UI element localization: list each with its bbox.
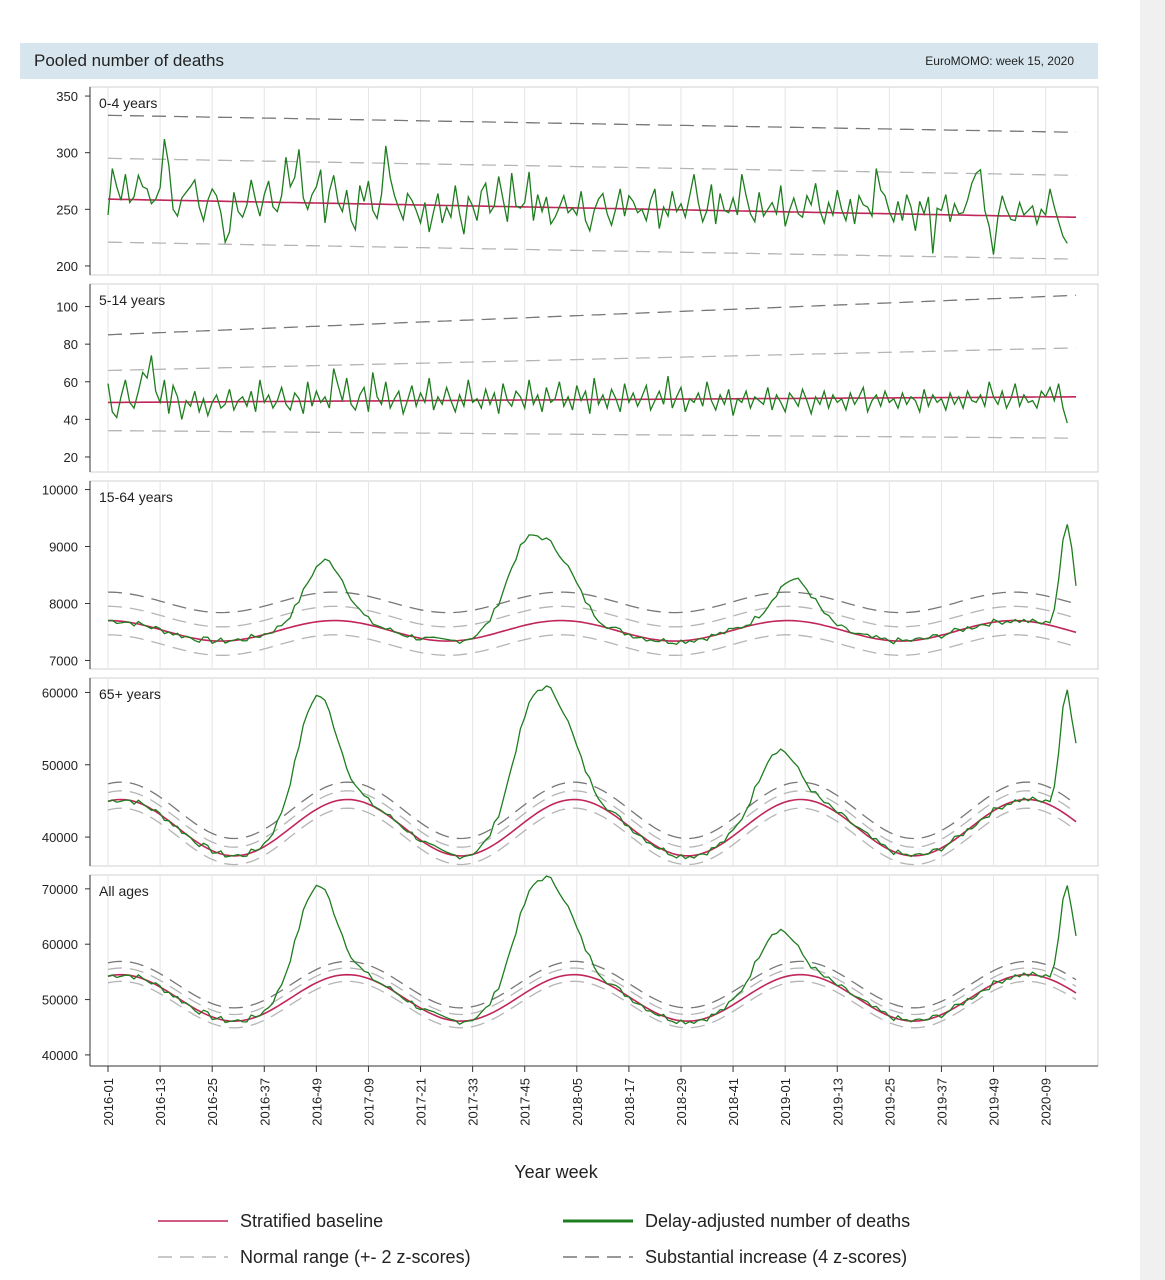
legend-label-substantial: Substantial increase (4 z-scores) bbox=[645, 1247, 907, 1267]
x-tick-label: 2018-41 bbox=[726, 1078, 741, 1126]
normal-range-line bbox=[107, 807, 1077, 866]
legend-label-normal: Normal range (+- 2 z-scores) bbox=[240, 1247, 471, 1267]
chart-title: Pooled number of deaths bbox=[34, 51, 224, 70]
panel-frame bbox=[89, 874, 1099, 1067]
y-tick-label: 200 bbox=[56, 259, 78, 274]
chart-header: Pooled number of deaths EuroMOMO: week 1… bbox=[20, 43, 1098, 79]
panel-label: 5-14 years bbox=[99, 292, 165, 308]
x-tick-label: 2016-37 bbox=[257, 1078, 272, 1126]
baseline-line bbox=[107, 198, 1076, 218]
deaths-line bbox=[107, 355, 1068, 424]
x-tick-label: 2019-01 bbox=[778, 1078, 793, 1126]
x-tick-label: 2017-45 bbox=[518, 1078, 533, 1126]
panel-label: 15-64 years bbox=[99, 489, 173, 505]
y-tick-label: 60000 bbox=[42, 685, 78, 700]
substantial-line bbox=[107, 960, 1077, 1009]
deaths-line bbox=[107, 138, 1068, 255]
y-tick-label: 50000 bbox=[42, 758, 78, 773]
deaths-line bbox=[107, 524, 1077, 646]
x-tick-label: 2018-05 bbox=[570, 1078, 585, 1126]
substantial-line bbox=[107, 114, 1077, 133]
baseline-line bbox=[107, 973, 1077, 1023]
normal-range-line bbox=[107, 790, 1077, 848]
normal-range-line bbox=[108, 241, 1076, 260]
x-tick-label: 2017-21 bbox=[414, 1078, 429, 1126]
y-tick-label: 7000 bbox=[49, 653, 78, 668]
panel-frame bbox=[89, 677, 1099, 867]
x-tick-label: 2016-25 bbox=[205, 1078, 220, 1126]
x-tick-label: 2016-01 bbox=[101, 1078, 116, 1126]
normal-range-line bbox=[107, 967, 1077, 1016]
x-tick-label: 2016-13 bbox=[153, 1078, 168, 1126]
normal-range-line bbox=[107, 634, 1077, 656]
y-tick-label: 60000 bbox=[42, 937, 78, 952]
x-tick-label: 2019-13 bbox=[830, 1078, 845, 1126]
x-tick-label: 2019-37 bbox=[934, 1078, 949, 1126]
normal-range-line bbox=[107, 347, 1077, 372]
y-tick-label: 60 bbox=[64, 375, 78, 390]
y-tick-label: 350 bbox=[56, 89, 78, 104]
y-tick-label: 10000 bbox=[42, 483, 78, 498]
y-tick-label: 9000 bbox=[49, 540, 78, 555]
panel-frame bbox=[89, 86, 1099, 276]
x-tick-label: 2018-29 bbox=[674, 1078, 689, 1126]
x-tick-label: 2019-25 bbox=[882, 1078, 897, 1126]
substantial-line bbox=[107, 591, 1077, 614]
scrollbar[interactable] bbox=[1140, 0, 1165, 1280]
source-label: EuroMOMO: week 15, 2020 bbox=[925, 54, 1074, 68]
substantial-line bbox=[107, 294, 1077, 336]
y-tick-label: 40 bbox=[64, 412, 78, 427]
x-tick-label: 2017-09 bbox=[361, 1078, 376, 1126]
panel-label: All ages bbox=[99, 883, 149, 899]
y-tick-label: 40000 bbox=[42, 1048, 78, 1063]
y-tick-label: 8000 bbox=[49, 596, 78, 611]
chart-page: Pooled number of deaths EuroMOMO: week 1… bbox=[0, 0, 1140, 1280]
legend-label-deaths: Delay-adjusted number of deaths bbox=[645, 1211, 910, 1231]
x-axis-title: Year week bbox=[514, 1162, 598, 1182]
legend-label-baseline: Stratified baseline bbox=[240, 1211, 383, 1231]
pooled-deaths-chart: 200 250 300 350 0-4 years 20 40 60 80 100 5-14 yea… bbox=[42, 86, 1099, 1267]
panel-1: 20 40 60 80 100 5-14 years bbox=[56, 283, 1099, 473]
y-tick-label: 40000 bbox=[42, 830, 78, 845]
panel-label: 0-4 years bbox=[99, 95, 157, 111]
panel-3: 40000 50000 60000 65+ years bbox=[42, 677, 1099, 867]
panel-0: 200 250 300 350 0-4 years bbox=[56, 86, 1099, 276]
panel-label: 65+ years bbox=[99, 686, 161, 702]
y-tick-label: 300 bbox=[56, 146, 78, 161]
y-tick-label: 250 bbox=[56, 202, 78, 217]
y-tick-label: 20 bbox=[64, 450, 78, 465]
normal-range-line bbox=[107, 429, 1077, 439]
y-tick-label: 100 bbox=[56, 300, 78, 315]
panel-4: 40000 50000 60000 70000 All ages bbox=[42, 874, 1099, 1067]
y-tick-label: 50000 bbox=[42, 993, 78, 1008]
normal-range-line bbox=[107, 980, 1077, 1029]
y-tick-label: 70000 bbox=[42, 882, 78, 897]
x-tick-label: 2016-49 bbox=[309, 1078, 324, 1126]
substantial-line bbox=[107, 781, 1077, 840]
x-tick-label: 2020-09 bbox=[1039, 1078, 1054, 1126]
x-tick-label: 2019-49 bbox=[987, 1078, 1002, 1126]
deaths-line bbox=[107, 685, 1077, 860]
x-tick-label: 2017-33 bbox=[466, 1078, 481, 1126]
x-tick-label: 2018-17 bbox=[622, 1078, 637, 1126]
y-tick-label: 80 bbox=[64, 337, 78, 352]
normal-range-line bbox=[107, 157, 1076, 176]
deaths-line bbox=[107, 875, 1077, 1025]
panel-2: 7000 8000 9000 10000 15-64 years bbox=[42, 480, 1099, 670]
baseline-line bbox=[107, 798, 1077, 857]
